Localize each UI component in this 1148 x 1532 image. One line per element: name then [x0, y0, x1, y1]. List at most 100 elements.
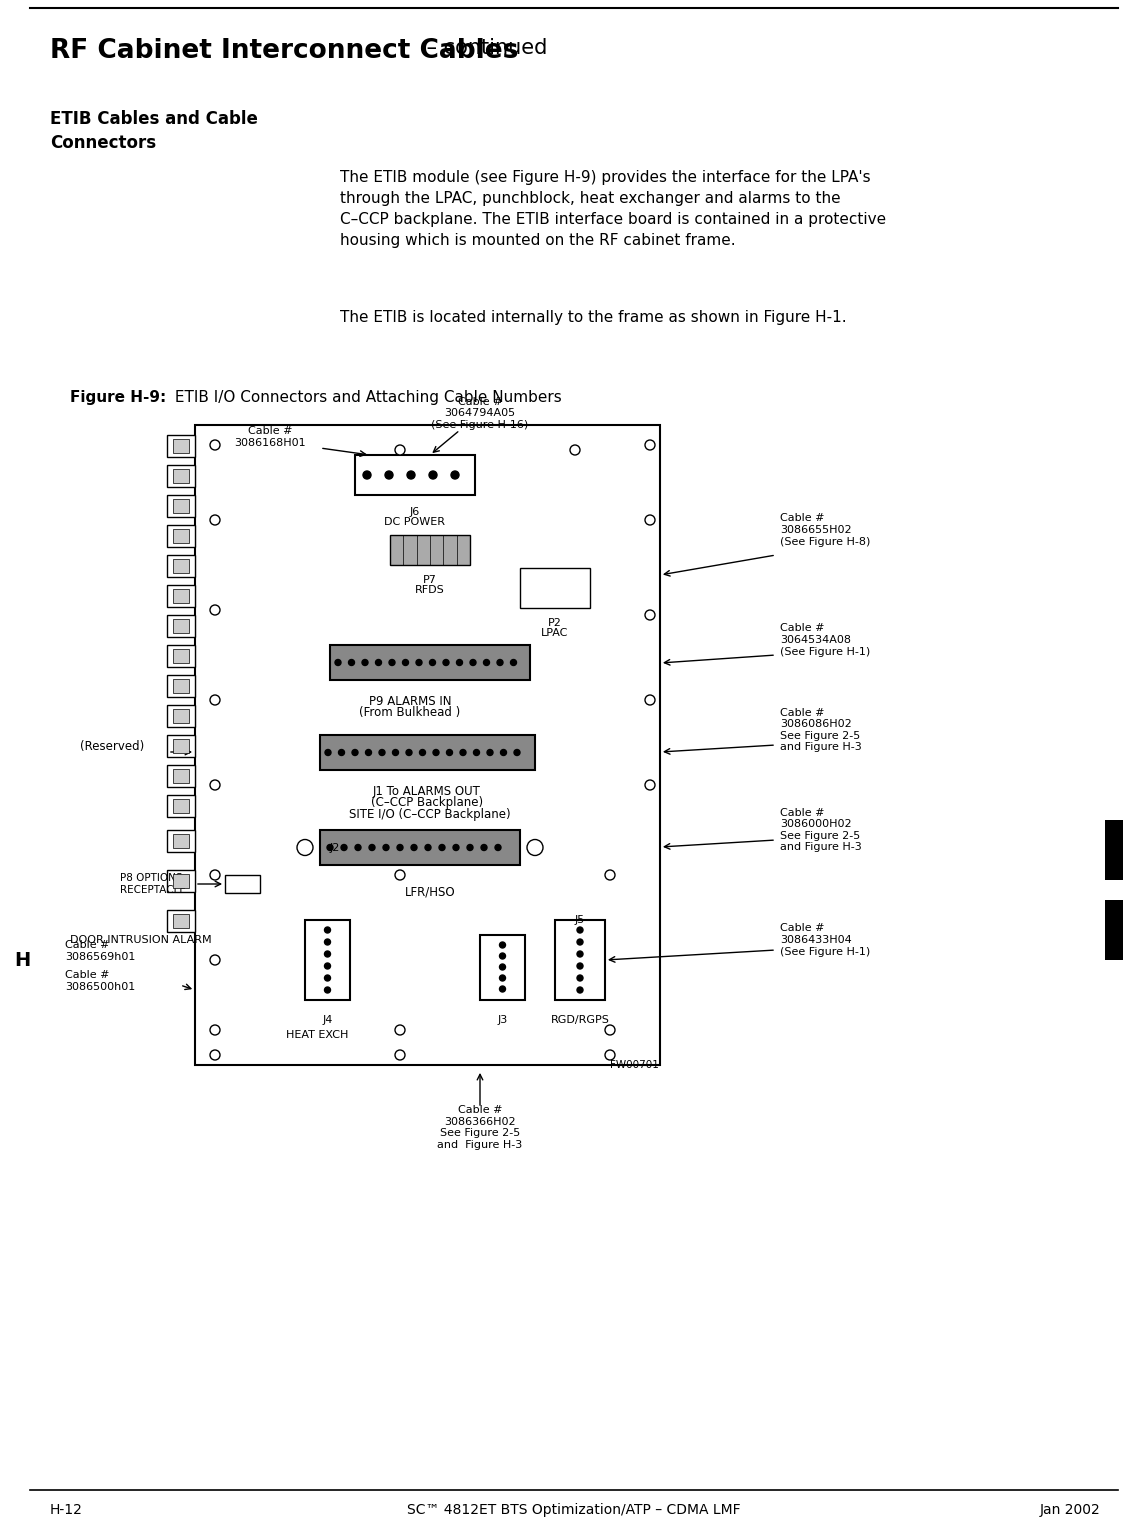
Bar	[173, 873, 189, 889]
Circle shape	[379, 749, 385, 755]
Text: H: H	[14, 950, 30, 970]
Circle shape	[605, 1049, 615, 1060]
Text: Cable #
3086086H02
See Figure 2-5
and Figure H-3: Cable # 3086086H02 See Figure 2-5 and Fi…	[779, 708, 862, 752]
Bar	[173, 559, 189, 573]
Text: ETIB I/O Connectors and Attaching Cable Numbers: ETIB I/O Connectors and Attaching Cable …	[170, 391, 561, 404]
Circle shape	[483, 659, 489, 665]
Circle shape	[210, 954, 220, 965]
Text: J1 To ALARMS OUT: J1 To ALARMS OUT	[373, 784, 481, 798]
Bar	[173, 679, 189, 692]
Circle shape	[460, 749, 466, 755]
Bar	[305, 921, 350, 1000]
Text: (From Bulkhead ): (From Bulkhead )	[359, 706, 460, 719]
Text: LFR/HSO: LFR/HSO	[405, 885, 456, 898]
Circle shape	[645, 780, 656, 791]
Text: RF Cabinet Interconnect Cables: RF Cabinet Interconnect Cables	[51, 38, 519, 64]
Text: LPAC: LPAC	[542, 628, 568, 637]
Circle shape	[447, 749, 452, 755]
Text: RGD/RGPS: RGD/RGPS	[551, 1016, 610, 1025]
Circle shape	[369, 844, 375, 850]
Bar	[166, 735, 195, 757]
Bar	[166, 435, 195, 457]
Circle shape	[577, 939, 583, 945]
Bar	[173, 738, 189, 754]
Circle shape	[429, 659, 435, 665]
Bar	[173, 709, 189, 723]
Circle shape	[210, 515, 220, 525]
Circle shape	[645, 440, 656, 450]
Circle shape	[210, 780, 220, 791]
Text: J6: J6	[410, 507, 420, 516]
Bar	[166, 795, 195, 817]
Circle shape	[499, 964, 505, 970]
Circle shape	[395, 870, 405, 879]
Bar	[320, 735, 535, 771]
Circle shape	[408, 470, 414, 480]
Bar	[1106, 899, 1123, 961]
Text: J3: J3	[497, 1016, 507, 1025]
Bar	[166, 910, 195, 931]
Circle shape	[577, 987, 583, 993]
Circle shape	[341, 844, 347, 850]
Bar	[173, 529, 189, 542]
Bar	[173, 440, 189, 453]
Circle shape	[210, 1025, 220, 1036]
Circle shape	[395, 444, 405, 455]
Bar	[173, 769, 189, 783]
Circle shape	[645, 515, 656, 525]
Circle shape	[467, 844, 473, 850]
Circle shape	[577, 964, 583, 970]
Circle shape	[393, 749, 398, 755]
Circle shape	[487, 749, 492, 755]
Circle shape	[325, 987, 331, 993]
Bar	[166, 764, 195, 787]
Circle shape	[325, 964, 331, 970]
Circle shape	[439, 844, 445, 850]
Text: Cable #
3086168H01: Cable # 3086168H01	[234, 426, 305, 447]
Text: Cable #
3064534A08
(See Figure H-1): Cable # 3064534A08 (See Figure H-1)	[779, 624, 870, 657]
Circle shape	[403, 659, 409, 665]
Text: RFDS: RFDS	[416, 585, 445, 594]
Circle shape	[499, 953, 505, 959]
Circle shape	[210, 605, 220, 614]
Circle shape	[363, 470, 371, 480]
Text: Cable #
3086500h01: Cable # 3086500h01	[65, 970, 135, 991]
Bar	[166, 614, 195, 637]
Circle shape	[571, 444, 580, 455]
Bar	[166, 495, 195, 516]
Circle shape	[416, 659, 422, 665]
Text: Jan 2002: Jan 2002	[1039, 1503, 1100, 1517]
Bar	[173, 915, 189, 928]
Circle shape	[325, 939, 331, 945]
Circle shape	[362, 659, 369, 665]
Text: Cable #
3086000H02
See Figure 2-5
and Figure H-3: Cable # 3086000H02 See Figure 2-5 and Fi…	[779, 807, 862, 852]
Circle shape	[499, 942, 505, 948]
Bar	[225, 875, 259, 893]
Circle shape	[365, 749, 372, 755]
Bar	[166, 676, 195, 697]
Circle shape	[335, 659, 341, 665]
Text: Cable #
3064794A05
(See Figure H-16): Cable # 3064794A05 (See Figure H-16)	[432, 397, 528, 430]
Bar	[166, 870, 195, 892]
Circle shape	[497, 659, 503, 665]
Bar	[173, 469, 189, 483]
Circle shape	[501, 749, 506, 755]
Circle shape	[397, 844, 403, 850]
Circle shape	[470, 659, 476, 665]
Circle shape	[495, 844, 501, 850]
Text: ETIB Cables and Cable
Connectors: ETIB Cables and Cable Connectors	[51, 110, 258, 152]
Bar	[166, 466, 195, 487]
Circle shape	[443, 659, 449, 665]
Bar	[173, 619, 189, 633]
Circle shape	[325, 927, 331, 933]
Text: SITE I/O (C–CCP Backplane): SITE I/O (C–CCP Backplane)	[349, 807, 511, 821]
Circle shape	[605, 870, 615, 879]
Bar	[195, 424, 660, 1065]
Text: The ETIB module (see Figure H-9) provides the interface for the LPA's
through th: The ETIB module (see Figure H-9) provide…	[340, 170, 886, 248]
Circle shape	[406, 749, 412, 755]
Bar	[173, 499, 189, 513]
Bar	[166, 645, 195, 666]
Bar	[520, 568, 590, 608]
Circle shape	[577, 951, 583, 958]
Text: DC POWER: DC POWER	[385, 516, 445, 527]
